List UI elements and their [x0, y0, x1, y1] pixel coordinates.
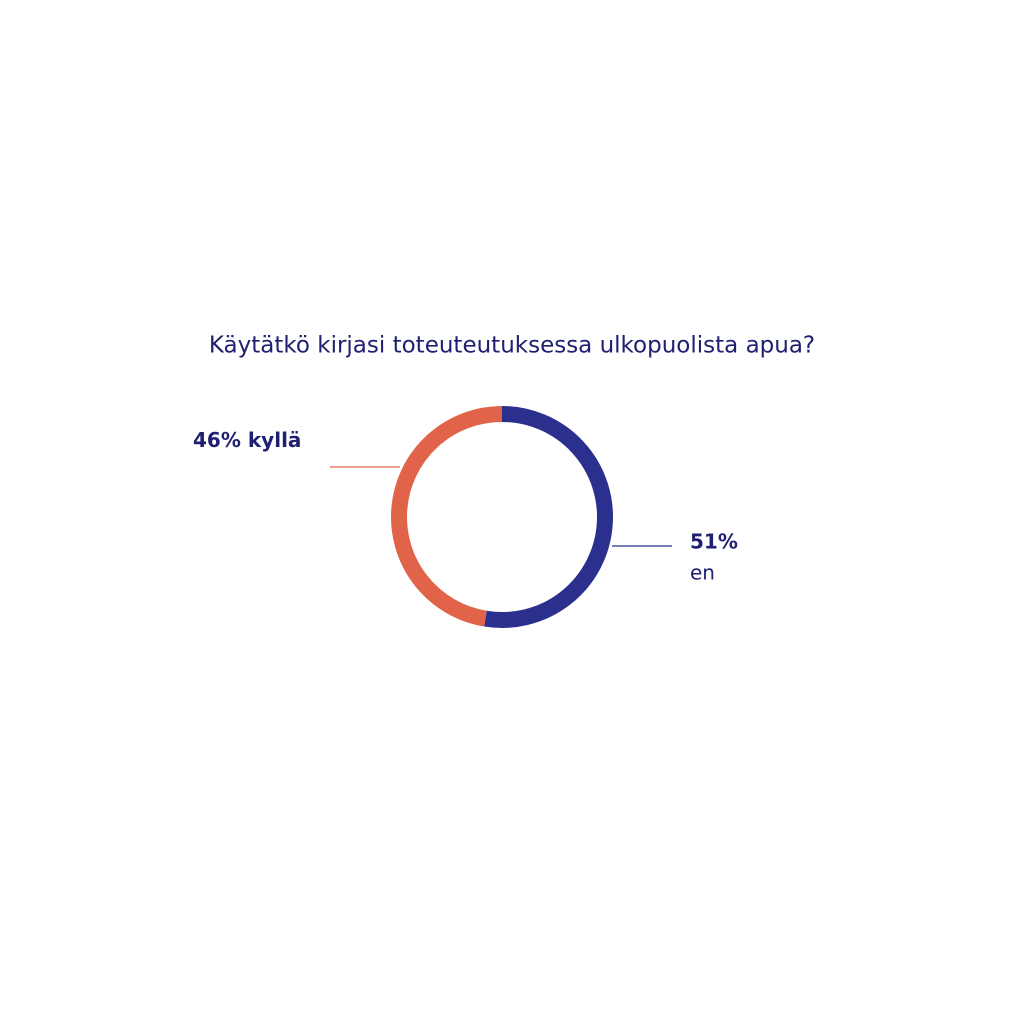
value-label: 51%: [690, 530, 738, 554]
category-label: en: [690, 561, 715, 585]
value-label: 46%: [193, 428, 241, 452]
donut-segment: [391, 406, 503, 627]
donut-segment: [484, 406, 613, 628]
chart-title: Käytätkö kirjasi toteuteutuksessa ulkopu…: [209, 333, 815, 359]
data-label: 46% kyllä: [193, 428, 301, 452]
category-label: kyllä: [248, 428, 302, 452]
